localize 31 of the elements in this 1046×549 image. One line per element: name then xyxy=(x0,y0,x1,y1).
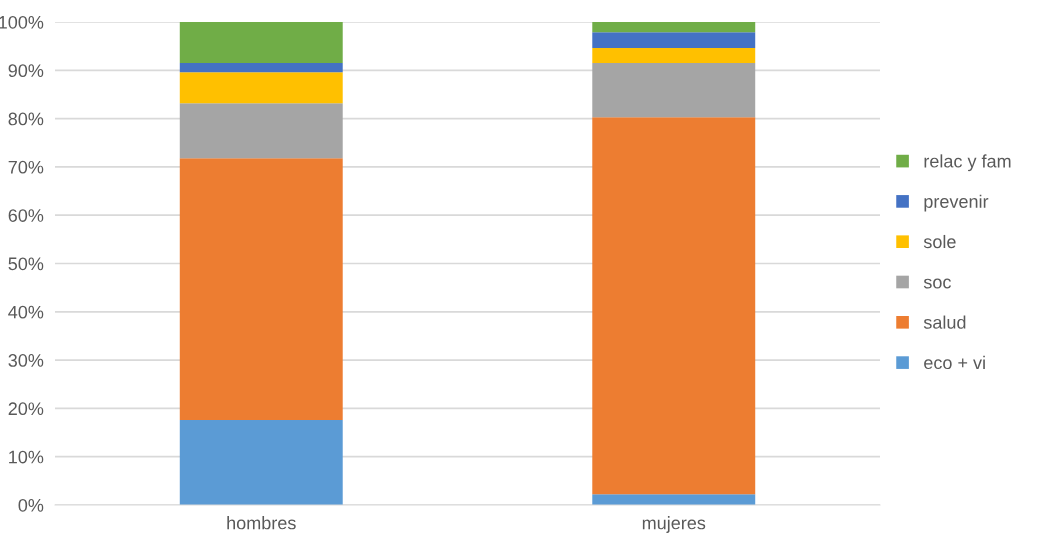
bar xyxy=(592,117,756,495)
y-tick-label: 70% xyxy=(8,160,44,174)
x-tick-label: hombres xyxy=(227,516,296,530)
y-tick-label: 20% xyxy=(8,402,44,416)
y-tick-label: 90% xyxy=(8,64,44,78)
y-tick-label: 30% xyxy=(8,354,44,367)
y-tick-label: 60% xyxy=(8,209,44,222)
legend-label: salud xyxy=(923,315,966,329)
bar xyxy=(179,419,343,505)
y-tick-label: 40% xyxy=(8,305,44,319)
legend-label: prevenir xyxy=(924,194,989,212)
bar xyxy=(179,103,343,159)
bar xyxy=(179,72,343,104)
bar xyxy=(592,32,756,49)
y-tick-label: 0% xyxy=(18,498,44,512)
bar xyxy=(592,494,756,505)
bar xyxy=(179,63,343,73)
legend-label: relac y fam xyxy=(924,154,1011,172)
legend-label: sole xyxy=(923,234,956,249)
bar xyxy=(592,48,756,64)
bar xyxy=(592,63,756,118)
y-tick-label: 100% xyxy=(0,15,44,29)
y-tick-label: 50% xyxy=(8,257,44,271)
legend-label: eco + vi xyxy=(924,355,985,370)
bar xyxy=(592,22,756,33)
legend-label: soc xyxy=(923,278,951,289)
x-tick-label: mujeres xyxy=(642,516,706,533)
y-tick-label: 80% xyxy=(8,112,44,126)
bar xyxy=(179,158,343,420)
y-tick-label: 10% xyxy=(9,450,44,464)
bar xyxy=(179,22,343,64)
